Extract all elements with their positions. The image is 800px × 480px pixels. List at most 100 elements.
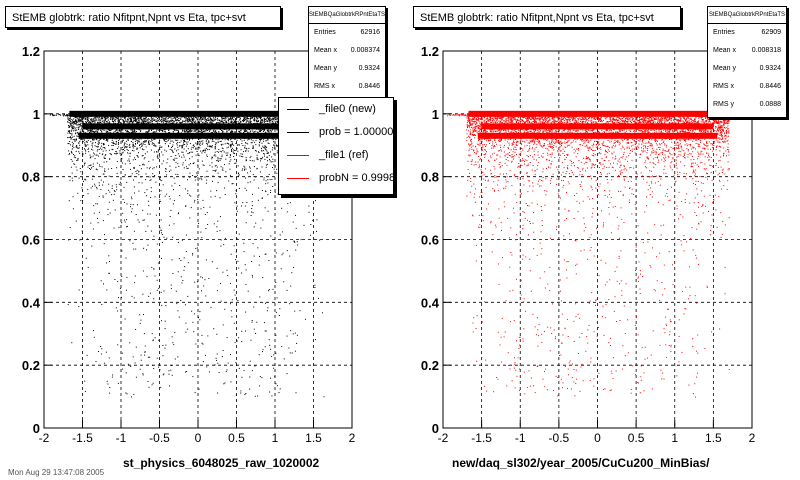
scatter-point (159, 129, 161, 131)
scatter-point (186, 138, 188, 140)
scatter-point (184, 188, 186, 190)
scatter-point (207, 335, 209, 337)
scatter-point (180, 300, 182, 301)
scatter-point (265, 123, 267, 125)
scatter-point (186, 132, 187, 134)
scatter-point (91, 143, 93, 145)
scatter-point (231, 136, 233, 138)
scatter-point (234, 202, 236, 204)
scatter-point (226, 129, 228, 131)
scatter-point (187, 193, 189, 195)
scatter-point (200, 116, 201, 118)
scatter-point (110, 134, 112, 136)
scatter-point (113, 123, 114, 125)
scatter-point (148, 141, 150, 143)
scatter-point (107, 132, 109, 134)
scatter-point (145, 123, 147, 125)
scatter-point (88, 123, 90, 125)
scatter-point (248, 118, 250, 120)
scatter-point (143, 136, 145, 138)
scatter-point (131, 173, 133, 175)
scatter-point (78, 117, 80, 119)
scatter-point (162, 120, 164, 122)
scatter-point (183, 156, 185, 158)
scatter-point (144, 192, 146, 194)
scatter-point (182, 138, 184, 139)
scatter-point (236, 124, 238, 126)
scatter-point (140, 354, 142, 356)
scatter-point (199, 126, 201, 128)
scatter-point (187, 120, 189, 122)
scatter-point (273, 153, 275, 155)
scatter-point (250, 117, 252, 119)
scatter-point (126, 130, 128, 132)
scatter-point (136, 118, 138, 120)
scatter-point (148, 295, 150, 297)
scatter-point (175, 120, 177, 122)
scatter-point (70, 137, 72, 139)
scatter-point (69, 141, 71, 142)
scatter-point (275, 114, 277, 116)
scatter-point (222, 150, 224, 152)
scatter-point (211, 120, 213, 121)
scatter-point (107, 121, 109, 123)
scatter-point (142, 209, 144, 211)
scatter-point (146, 167, 148, 169)
scatter-point (197, 147, 199, 149)
scatter-point (235, 132, 237, 134)
scatter-point (253, 125, 255, 127)
scatter-point (197, 281, 198, 283)
scatter-point (201, 143, 203, 145)
scatter-point (214, 195, 216, 197)
scatter-point (244, 169, 245, 171)
scatter-point (131, 196, 132, 198)
scatter-point (90, 126, 92, 128)
scatter-point (78, 151, 80, 153)
scatter-point (90, 168, 91, 170)
scatter-point (171, 149, 173, 151)
scatter-point (197, 160, 199, 162)
scatter-point (240, 392, 242, 394)
scatter-point (132, 121, 134, 123)
scatter-point (254, 141, 256, 143)
scatter-point (221, 124, 223, 126)
scatter-point (140, 138, 142, 140)
scatter-point (102, 184, 104, 186)
scatter-point (275, 120, 277, 122)
scatter-point (107, 140, 109, 142)
scatter-point (158, 137, 159, 139)
scatter-point (117, 126, 119, 128)
scatter-point (224, 126, 226, 128)
scatter-point (221, 130, 222, 131)
scatter-point (137, 124, 139, 126)
scatter-point (96, 137, 98, 139)
scatter-point (268, 260, 270, 261)
scatter-point (128, 158, 130, 160)
scatter-point (218, 119, 220, 121)
scatter-point (82, 140, 84, 142)
scatter-point (170, 135, 172, 137)
scatter-point (104, 120, 105, 122)
scatter-point (170, 117, 172, 119)
scatter-point (272, 118, 274, 120)
scatter-point (145, 117, 147, 119)
scatter-point (109, 261, 110, 262)
scatter-point (134, 275, 136, 277)
scatter-point (113, 125, 115, 127)
scatter-point (102, 147, 104, 149)
scatter-point (90, 129, 92, 131)
scatter-point (243, 151, 244, 153)
scatter-point (156, 243, 158, 245)
scatter-point (248, 125, 250, 127)
scatter-point (125, 257, 127, 259)
scatter-point (232, 133, 234, 134)
scatter-point (189, 130, 190, 132)
scatter-point (67, 132, 69, 134)
scatter-point (133, 248, 135, 250)
scatter-point (138, 139, 140, 141)
scatter-point (182, 120, 184, 122)
scatter-point (210, 122, 212, 124)
scatter-point (72, 125, 74, 127)
scatter-point (230, 141, 232, 143)
scatter-point (233, 119, 235, 121)
